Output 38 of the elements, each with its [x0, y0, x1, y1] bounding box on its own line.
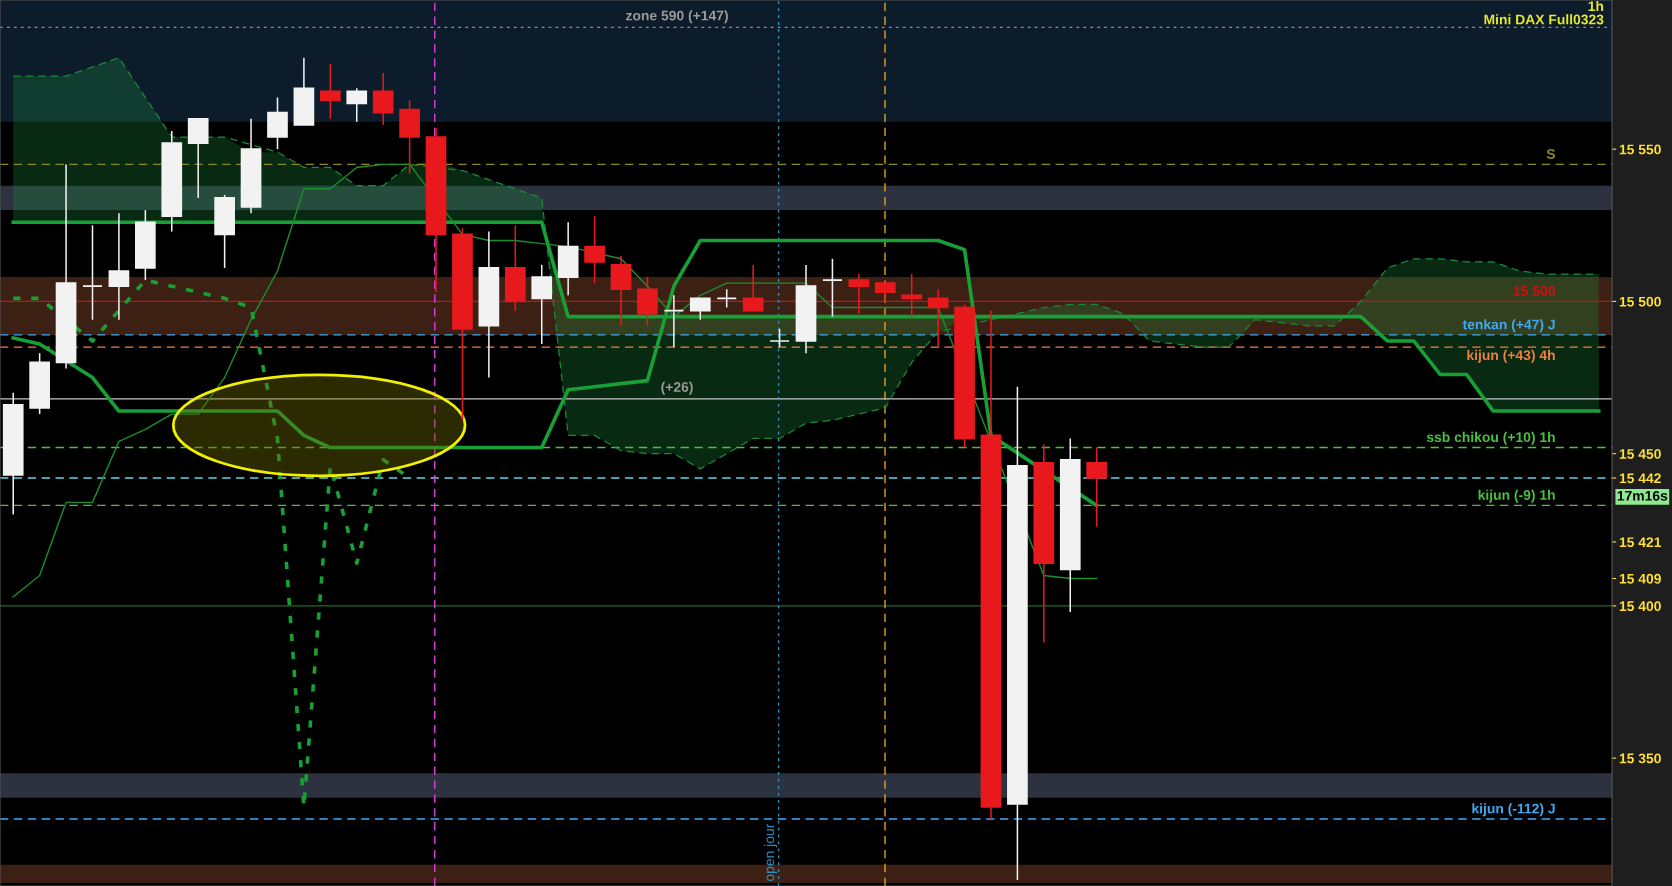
ref-line-label: 15 500: [1513, 286, 1556, 296]
ref-line-label: ssb chikou (+10) 1h: [1426, 431, 1555, 445]
y-tick-label: 15 442: [1619, 473, 1661, 484]
y-tick-label: 15 421: [1619, 537, 1662, 548]
candlestick: [372, 72, 394, 126]
ref-line-label: S: [1546, 149, 1556, 159]
chart-title: 1h: [1588, 0, 1604, 11]
ref-line-label: kijun (-9) 1h: [1478, 489, 1555, 503]
y-tick-label: 15 350: [1619, 753, 1661, 764]
candlestick: [663, 294, 685, 348]
ref-line-label: tenkan (+47) J: [1462, 319, 1555, 333]
y-tick-label: 15 409: [1619, 573, 1661, 584]
candlestick: [108, 212, 130, 321]
y-tick-label: 15 550: [1619, 144, 1661, 155]
annotation: (+26): [661, 381, 693, 395]
ref-line-label: kijun (-112) J: [1472, 803, 1555, 817]
candlestick: [82, 224, 103, 321]
candlestick: [584, 215, 605, 284]
y-tick-label: 15 450: [1619, 448, 1661, 459]
candlestick: [531, 264, 553, 345]
ref-line-label: kijun (+43) 4h: [1467, 349, 1555, 363]
candlestick: [1086, 446, 1108, 528]
text: Mini DAX Full0323: [1484, 14, 1604, 25]
candlestick: [822, 258, 843, 318]
candlestick: [742, 264, 764, 312]
candlestick: [874, 282, 896, 303]
annotation: zone 590 (+147): [626, 10, 728, 24]
y-tick-label: 15 400: [1619, 601, 1661, 612]
candlestick: [927, 288, 949, 348]
candlestick: [689, 297, 711, 321]
candlestick: [848, 273, 870, 315]
annotation: open jour: [764, 823, 778, 881]
candlestick: [319, 63, 341, 120]
y-tick-label: 15 500: [1619, 296, 1661, 307]
text: 17m16s: [1617, 490, 1668, 501]
candlestick: [769, 328, 790, 348]
candlestick: [346, 87, 368, 123]
candlestick: [716, 288, 738, 309]
